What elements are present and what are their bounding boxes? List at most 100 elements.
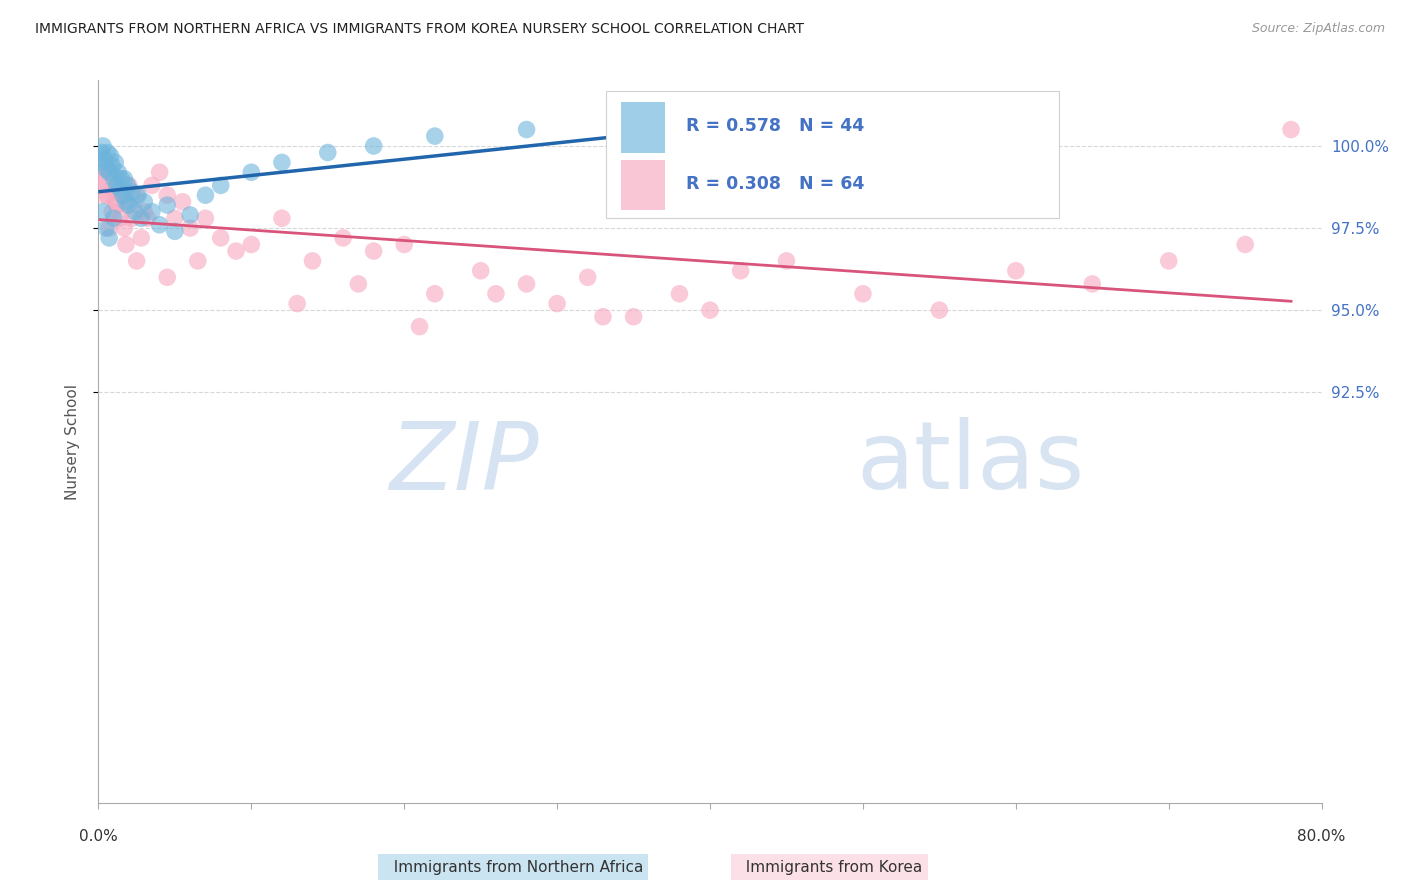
Point: [149, 165, 172, 179]
Point: [592, 310, 614, 324]
Text: 80.0%: 80.0%: [1298, 829, 1346, 844]
Text: atlas: atlas: [856, 417, 1085, 509]
Point: [93, 188, 115, 202]
Point: [363, 244, 385, 258]
Point: [301, 254, 323, 268]
Point: [194, 188, 217, 202]
Point: [516, 122, 538, 136]
Text: 0.0%: 0.0%: [79, 829, 118, 844]
Point: [1234, 237, 1257, 252]
Point: [187, 254, 209, 268]
Point: [105, 178, 128, 193]
Point: [97, 145, 120, 160]
Point: [91, 139, 114, 153]
Point: [546, 296, 568, 310]
Point: [270, 155, 294, 169]
Point: [775, 254, 797, 268]
Point: [516, 277, 538, 291]
Point: [90, 161, 112, 176]
Point: [127, 188, 149, 202]
Point: [101, 204, 124, 219]
Point: [179, 221, 201, 235]
Point: [134, 204, 156, 219]
Point: [103, 182, 125, 196]
Point: [134, 194, 156, 209]
Point: [129, 211, 152, 226]
Text: R = 0.578   N = 44: R = 0.578 N = 44: [686, 117, 863, 135]
Point: [156, 188, 179, 202]
Point: [121, 211, 143, 226]
Point: [101, 159, 124, 173]
Point: [576, 270, 599, 285]
Point: [89, 171, 111, 186]
Point: [98, 165, 121, 179]
Point: [363, 139, 385, 153]
Point: [136, 211, 159, 226]
Point: [141, 178, 163, 193]
Point: [1004, 264, 1026, 278]
Point: [118, 178, 141, 193]
Point: [91, 204, 114, 219]
Point: [118, 198, 141, 212]
Point: [121, 185, 143, 199]
Text: IMMIGRANTS FROM NORTHERN AFRICA VS IMMIGRANTS FROM KOREA NURSERY SCHOOL CORRELAT: IMMIGRANTS FROM NORTHERN AFRICA VS IMMIG…: [35, 22, 804, 37]
Point: [125, 188, 148, 202]
Point: [392, 237, 416, 252]
Point: [285, 296, 308, 310]
Text: Immigrants from Korea: Immigrants from Korea: [737, 860, 922, 874]
Point: [163, 224, 186, 238]
Point: [112, 221, 135, 235]
Point: [100, 149, 122, 163]
Point: [108, 182, 131, 196]
Point: [97, 188, 120, 202]
Point: [225, 244, 247, 258]
Point: [98, 231, 121, 245]
Point: [125, 254, 148, 268]
Point: [111, 188, 134, 202]
Point: [163, 211, 186, 226]
Point: [668, 286, 690, 301]
Point: [209, 178, 232, 193]
Point: [485, 286, 508, 301]
Point: [240, 237, 263, 252]
Point: [149, 218, 172, 232]
Point: [100, 165, 122, 179]
Point: [94, 221, 117, 235]
Point: [1081, 277, 1104, 291]
Point: [94, 161, 117, 176]
Point: [91, 178, 114, 193]
Point: [107, 165, 129, 179]
Point: [270, 211, 294, 226]
Point: [98, 221, 121, 235]
Point: [124, 204, 146, 219]
Point: [408, 319, 430, 334]
Point: [103, 171, 125, 186]
Point: [852, 286, 875, 301]
Point: [347, 277, 370, 291]
Point: [115, 194, 138, 209]
Bar: [606, 91, 1059, 218]
Point: [194, 211, 217, 226]
Point: [104, 194, 127, 209]
Bar: [620, 160, 665, 211]
Point: [112, 171, 135, 186]
Point: [141, 204, 163, 219]
Point: [730, 264, 752, 278]
Point: [332, 231, 354, 245]
Point: [104, 155, 127, 169]
Text: Immigrants from Northern Africa: Immigrants from Northern Africa: [384, 860, 643, 874]
Point: [111, 188, 134, 202]
Point: [108, 211, 131, 226]
Point: [179, 208, 201, 222]
Point: [89, 155, 111, 169]
Point: [172, 194, 194, 209]
Point: [423, 129, 446, 144]
Text: Source: ZipAtlas.com: Source: ZipAtlas.com: [1251, 22, 1385, 36]
Point: [117, 198, 139, 212]
Point: [623, 132, 645, 146]
Point: [699, 303, 721, 318]
Text: R = 0.308   N = 64: R = 0.308 N = 64: [686, 175, 863, 193]
Point: [928, 303, 950, 318]
Point: [103, 211, 125, 226]
Bar: [620, 102, 665, 153]
